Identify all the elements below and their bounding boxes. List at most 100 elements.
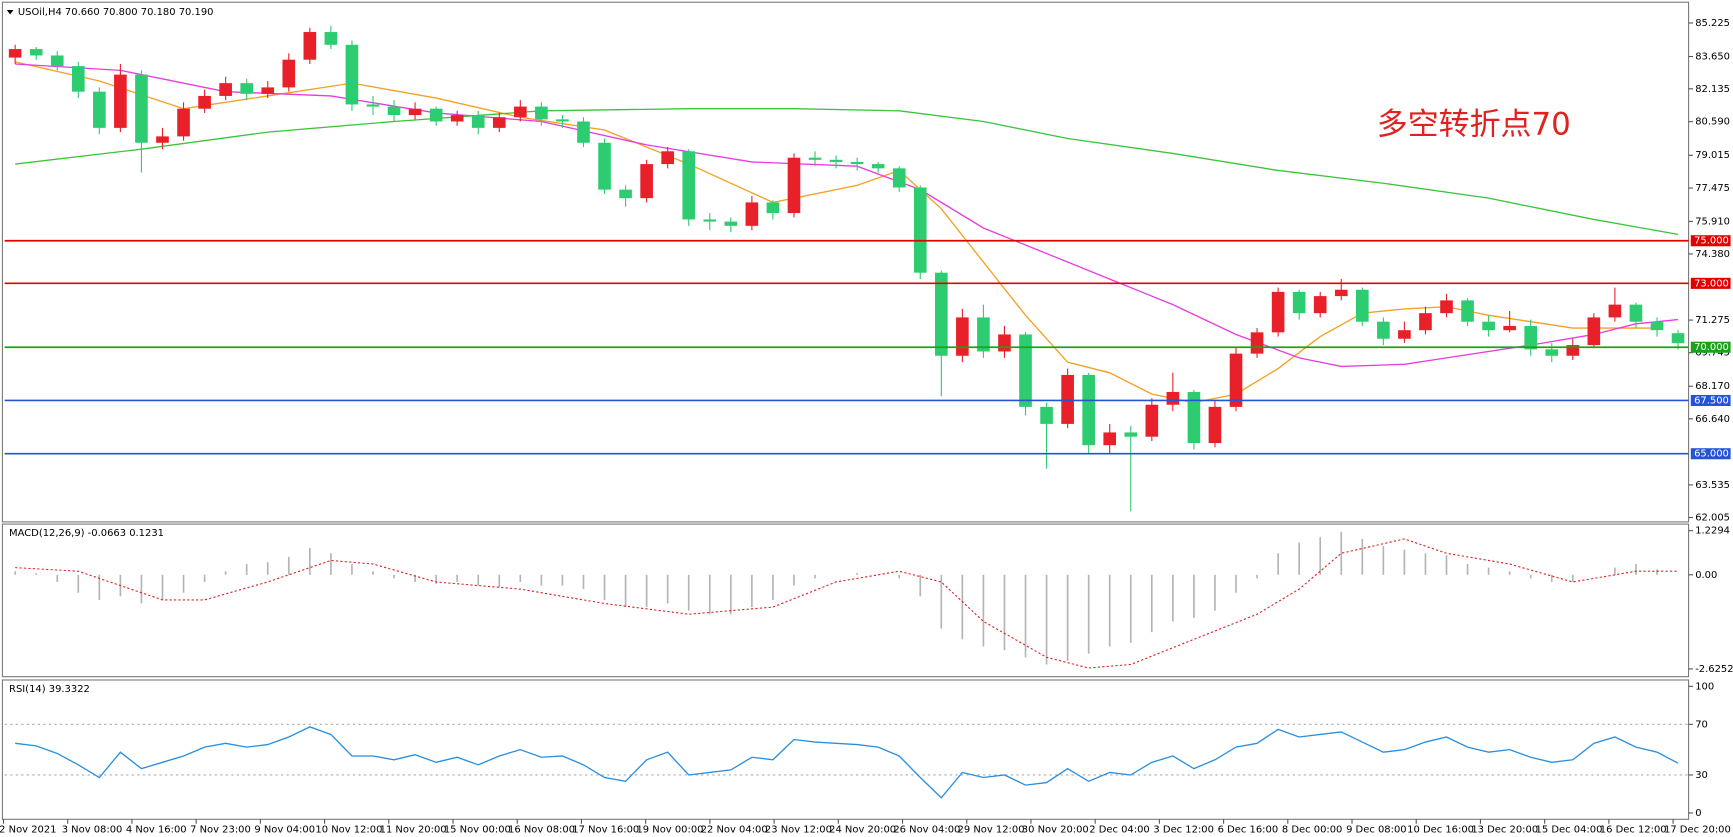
candle-body [1440, 300, 1453, 314]
candle-body [29, 49, 43, 56]
y-tick-label: 77.475 [1695, 183, 1730, 194]
x-tick-label: 3 Dec 12:00 [1153, 824, 1214, 835]
candle-body [956, 317, 969, 356]
candle-body [387, 106, 401, 116]
candle-body [703, 219, 717, 222]
candle-body [71, 66, 85, 92]
level-label: 67.500 [1694, 395, 1729, 406]
candle-body [1124, 432, 1138, 437]
candle-body [892, 168, 906, 188]
y-tick-label: 66.640 [1695, 414, 1730, 425]
y-tick-label: 85.225 [1695, 18, 1730, 29]
candle-body [535, 106, 548, 120]
candle-body [1040, 406, 1053, 424]
candle-body [1292, 291, 1306, 314]
level-label: 73.000 [1694, 278, 1729, 289]
candle-body [1503, 325, 1516, 331]
candle-body [1208, 406, 1222, 444]
y-tick-label: 100 [1695, 681, 1714, 692]
candle-body [1377, 321, 1390, 339]
level-tag [1690, 394, 1731, 407]
x-tick-label: 15 Dec 04:00 [1536, 824, 1603, 835]
candle-body [1524, 325, 1538, 350]
candle-body [1250, 332, 1264, 354]
x-tick-label: 22 Nov 04:00 [701, 824, 768, 835]
macd-panel [1, 523, 1690, 678]
y-tick-label: 0.00 [1695, 570, 1717, 581]
candle-body [598, 142, 611, 190]
candle-body [1313, 296, 1327, 314]
x-tick-label: 6 Dec 16:00 [1218, 824, 1279, 835]
candle-body [1061, 374, 1074, 424]
candle-body [1650, 321, 1664, 331]
x-tick-label: 4 Nov 16:00 [126, 824, 187, 835]
candle-body [240, 83, 254, 94]
candle-body [492, 117, 506, 128]
candle-body [8, 49, 22, 58]
candle-body [324, 32, 338, 45]
candle-body [282, 59, 296, 88]
candle-body [219, 83, 232, 96]
x-tick-label: 16 Nov 08:00 [508, 824, 575, 835]
candle-body [1629, 304, 1643, 322]
candle-body [1355, 289, 1369, 322]
x-tick-label: 2 Nov 2021 [0, 824, 57, 835]
x-tick-label: 26 Nov 04:00 [893, 824, 960, 835]
y-tick-label: 71.275 [1695, 315, 1730, 326]
x-tick-label: 11 Nov 20:00 [380, 824, 447, 835]
rsi-title: RSI(14) 39.3322 [9, 684, 90, 695]
y-tick-label: 0 [1695, 808, 1701, 819]
candle-body [745, 202, 759, 226]
x-tick-label: 9 Dec 08:00 [1346, 824, 1407, 835]
candle-body [429, 108, 443, 122]
macd-title: MACD(12,26,9) -0.0663 0.1231 [9, 528, 164, 539]
y-tick-label: 82.135 [1695, 84, 1730, 95]
chart-title: USOil,H4 70.660 70.800 70.180 70.190 [18, 7, 214, 18]
x-tick-label: 30 Nov 20:00 [1022, 824, 1089, 835]
candle-body [156, 136, 169, 143]
candle-body [93, 91, 106, 128]
x-tick-label: 16 Dec 12:00 [1600, 824, 1667, 835]
x-tick-label: 10 Nov 12:00 [315, 824, 382, 835]
level-tag [1690, 448, 1731, 460]
y-tick-label: 79.015 [1695, 150, 1730, 161]
moving-average [15, 63, 1679, 368]
x-tick-label: 7 Nov 23:00 [190, 824, 251, 835]
x-tick-label: 8 Dec 00:00 [1282, 824, 1343, 835]
candle-body [1587, 317, 1601, 346]
y-tick-label: 62.005 [1695, 513, 1730, 524]
x-tick-label: 17 Dec 20:00 [1664, 824, 1731, 835]
candle-body [1229, 353, 1243, 407]
candle-body [1671, 333, 1685, 344]
x-tick-label: 15 Nov 00:00 [444, 824, 511, 835]
menu-arrow [6, 9, 14, 15]
y-tick-label: 30 [1695, 770, 1708, 781]
candle-body [1482, 321, 1495, 331]
candle-body [1019, 334, 1032, 407]
candle-body [619, 189, 632, 199]
candle-body [724, 221, 738, 226]
candle-body [303, 32, 317, 60]
candle-body [1398, 330, 1411, 339]
candle-body [1566, 345, 1580, 356]
rsi-panel [1, 679, 1690, 820]
y-tick-label: 83.650 [1695, 52, 1730, 63]
candle-body [556, 119, 569, 122]
candle-body [1608, 304, 1622, 318]
candle-body [198, 95, 211, 109]
level-tag [1690, 341, 1731, 353]
moving-average [14, 61, 1657, 404]
candle-body [261, 87, 275, 94]
candle-body [1545, 349, 1559, 356]
candle-body [808, 157, 822, 160]
candle-body [1334, 289, 1348, 297]
candle-body [135, 74, 148, 143]
moving-average [15, 108, 1679, 236]
candle-body [1145, 404, 1159, 437]
y-tick-label: 80.590 [1695, 117, 1730, 128]
candle-body [514, 106, 527, 118]
y-tick-label: 68.170 [1695, 381, 1730, 392]
y-tick-label: 69.745 [1695, 348, 1730, 359]
y-tick-label: 63.535 [1695, 480, 1730, 491]
